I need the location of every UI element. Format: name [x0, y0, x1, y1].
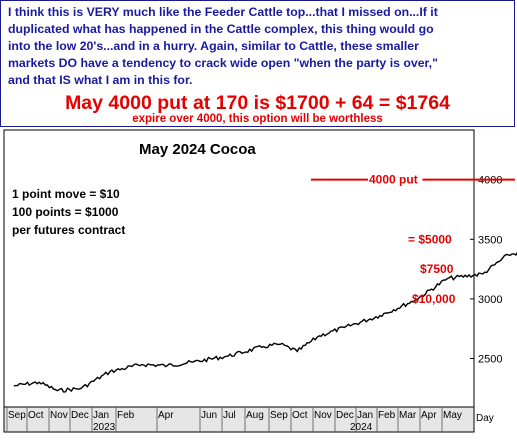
- commentary-box: I think this is VERY much like the Feede…: [0, 0, 515, 127]
- month-label: Dec: [336, 410, 354, 421]
- month-label: Feb: [117, 410, 135, 421]
- month-label: Dec: [71, 410, 89, 421]
- chart-title: May 2024 Cocoa: [139, 141, 256, 158]
- month-label: Jul: [223, 410, 236, 421]
- month-label: Jun: [201, 410, 217, 421]
- month-label: Apr: [158, 410, 174, 421]
- month-label: May: [443, 410, 462, 421]
- note-2: 100 points = $1000: [12, 205, 119, 219]
- commentary-line-5: and that IS what I am in this for.: [8, 73, 193, 87]
- month-label: Aug: [246, 410, 264, 421]
- month-label: Nov: [314, 410, 332, 421]
- x-axis-band: [3, 406, 475, 433]
- put-cost-headline: May 4000 put at 170 is $1700 + 64 = $176…: [65, 92, 450, 114]
- month-label: Mar: [399, 410, 417, 421]
- month-label: Sep: [270, 410, 288, 421]
- month-label: Jan: [357, 410, 373, 421]
- commentary-line-1: I think this is VERY much like the Feede…: [8, 5, 438, 19]
- x-axis-unit: Day: [476, 413, 494, 424]
- month-label: Nov: [50, 410, 68, 421]
- put-label-bg: [368, 170, 423, 186]
- year-label: 2023: [93, 422, 116, 433]
- payoff-annotation: = $5000: [408, 232, 452, 246]
- price-series: [13, 251, 517, 393]
- payoff-annotation: $7500: [420, 262, 454, 276]
- expiry-note: expire over 4000, this option will be wo…: [132, 113, 383, 125]
- price-tick-label: 3500: [478, 234, 502, 246]
- month-label: Apr: [421, 410, 437, 421]
- payoff-annotation: $10,000: [412, 292, 456, 306]
- commentary-line-2: duplicated what has happened in the Catt…: [8, 22, 434, 36]
- x-axis-labels: Sep Oct Nov Dec Jan Feb Apr Jun Jul Aug Sep Oct Nov D…: [6, 407, 462, 433]
- year-label: 2024: [350, 422, 373, 433]
- note-3: per futures contract: [12, 223, 125, 237]
- annotations: 4000 put = $5000 $7500 $10,000: [311, 170, 515, 306]
- month-label: Oct: [292, 410, 308, 421]
- note-1: 1 point move = $10: [12, 187, 120, 201]
- month-label: Feb: [378, 410, 396, 421]
- put-strike-label: 4000 put: [369, 173, 418, 187]
- price-line: [13, 251, 517, 393]
- month-label: Oct: [28, 410, 44, 421]
- month-label: Sep: [8, 410, 26, 421]
- month-label: Jan: [93, 410, 109, 421]
- axis-ticks: [470, 179, 474, 360]
- price-tick-label: 2500: [478, 354, 502, 366]
- commentary-line-4: markets DO have a tendency to crack wide…: [8, 56, 438, 70]
- price-tick-label: 3000: [478, 294, 502, 306]
- price-tick-labels: 2500300035004000: [478, 175, 502, 366]
- commentary-line-3: into the low 20's...and in a hurry. Agai…: [8, 39, 419, 53]
